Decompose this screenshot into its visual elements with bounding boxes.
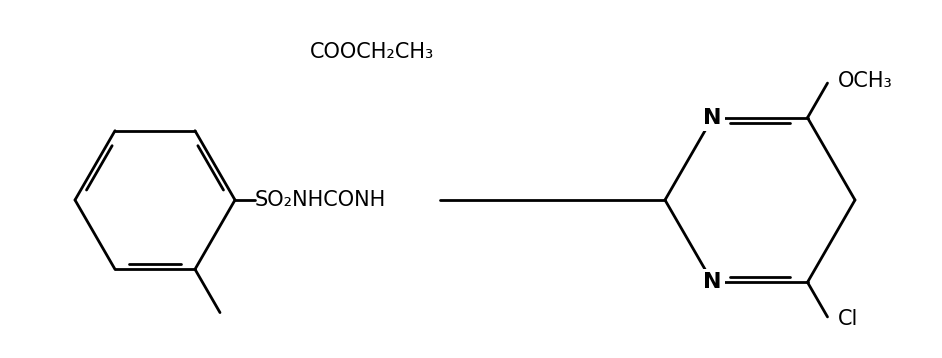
Text: Cl: Cl xyxy=(837,309,858,329)
Text: COOCH₂CH₃: COOCH₂CH₃ xyxy=(310,42,434,62)
Text: SO₂NHCONH: SO₂NHCONH xyxy=(255,190,386,210)
Text: N: N xyxy=(704,272,722,292)
Text: N: N xyxy=(704,108,722,128)
Text: OCH₃: OCH₃ xyxy=(837,71,892,91)
